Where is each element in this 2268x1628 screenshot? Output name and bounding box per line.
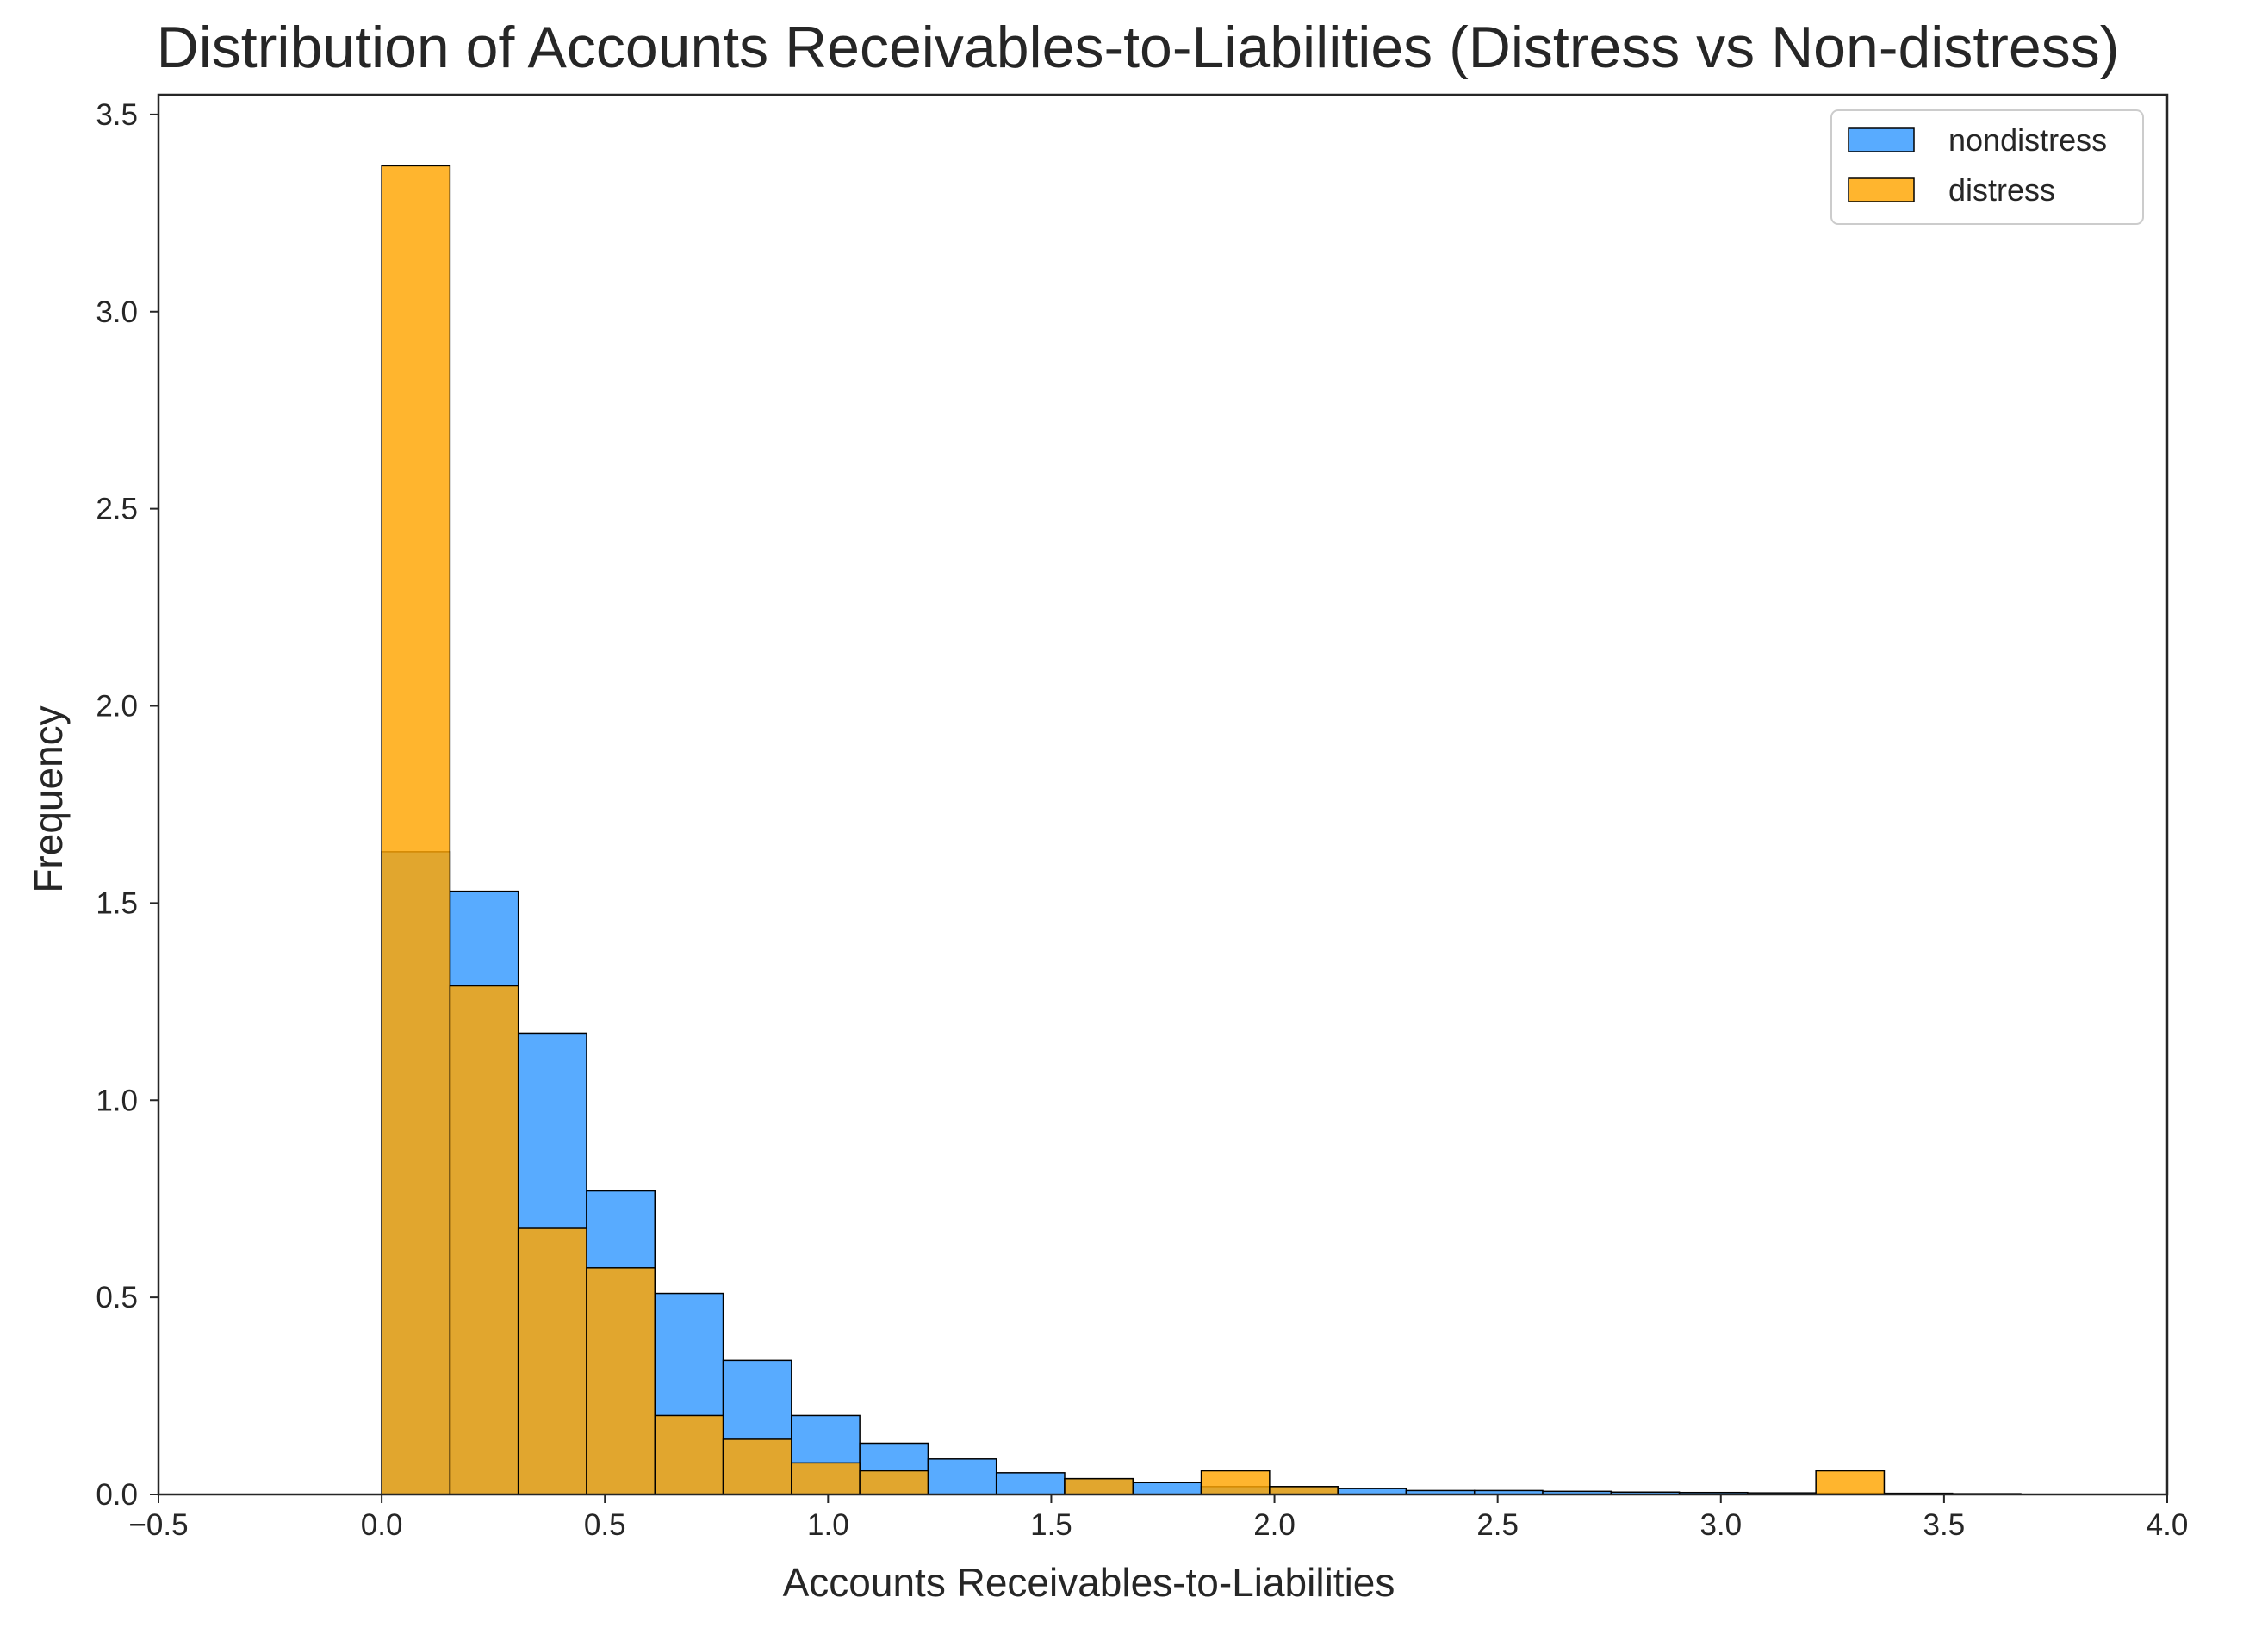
x-axis-ticks: −0.5 0.0 0.5 1.0 1.5 2.0 2.5 3.0 3.5 4.0	[128, 1494, 2188, 1542]
bar-nondistress-8	[927, 1458, 997, 1495]
y-tick-label: 1.0	[96, 1084, 138, 1117]
bar-distress-5	[722, 1438, 792, 1495]
y-tick-label: 2.0	[96, 690, 138, 724]
bar-distress-13	[1269, 1486, 1339, 1495]
legend: nondistress distress	[1830, 109, 2144, 225]
x-tick-label: 2.0	[1253, 1508, 1296, 1542]
bar-distress-10	[1064, 1477, 1134, 1495]
bar-distress-21	[1815, 1470, 1886, 1495]
bar-distress-3	[586, 1267, 656, 1495]
bar-nondistress-11	[1132, 1482, 1202, 1495]
x-tick-label: 1.0	[807, 1508, 849, 1542]
y-tick-label: 1.5	[96, 886, 138, 920]
x-tick-label: 2.5	[1476, 1508, 1519, 1542]
chart-title: Distribution of Accounts Receivables-to-…	[157, 15, 2120, 80]
y-axis-ticks: 0.0 0.5 1.0 1.5 2.0 2.5 3.0 3.5	[96, 98, 158, 1512]
bar-distress-2	[517, 1227, 587, 1495]
x-tick-label: 4.0	[2147, 1508, 2189, 1542]
x-tick-label: 3.0	[1699, 1508, 1742, 1542]
x-tick-label: 0.0	[361, 1508, 403, 1542]
y-tick-label: 2.5	[96, 493, 138, 526]
plot-frame	[157, 93, 2169, 1496]
plot-area: −0.5 0.0 0.5 1.0 1.5 2.0 2.5 3.0 3.5 4.0 0.00.51.…	[96, 93, 2188, 1542]
x-tick-label: 1.5	[1030, 1508, 1072, 1542]
x-tick-label: −0.5	[128, 1508, 188, 1542]
bar-distress-0	[381, 165, 451, 1495]
bar-distress-1	[449, 985, 519, 1495]
y-axis-label: Frequency	[26, 705, 71, 892]
y-tick-label: 0.0	[96, 1478, 138, 1512]
x-tick-label: 3.5	[1923, 1508, 1966, 1542]
x-axis-label: Accounts Receivables-to-Liabilities	[783, 1560, 1395, 1605]
y-tick-label: 3.5	[96, 98, 138, 132]
series-distress-bars	[381, 165, 1886, 1495]
legend-label-nondistress: nondistress	[1948, 122, 2107, 158]
bar-distress-6	[791, 1462, 861, 1495]
y-tick-label: 0.5	[96, 1281, 138, 1314]
legend-swatch-nondistress	[1848, 127, 1915, 152]
y-tick-label: 3.0	[96, 295, 138, 329]
legend-label-distress: distress	[1948, 172, 2055, 208]
bar-distress-12	[1200, 1470, 1271, 1495]
bar-nondistress-9	[995, 1472, 1066, 1495]
bar-distress-4	[654, 1414, 724, 1495]
bar-distress-7	[859, 1470, 929, 1495]
legend-swatch-distress	[1848, 177, 1915, 202]
x-tick-label: 0.5	[584, 1508, 626, 1542]
